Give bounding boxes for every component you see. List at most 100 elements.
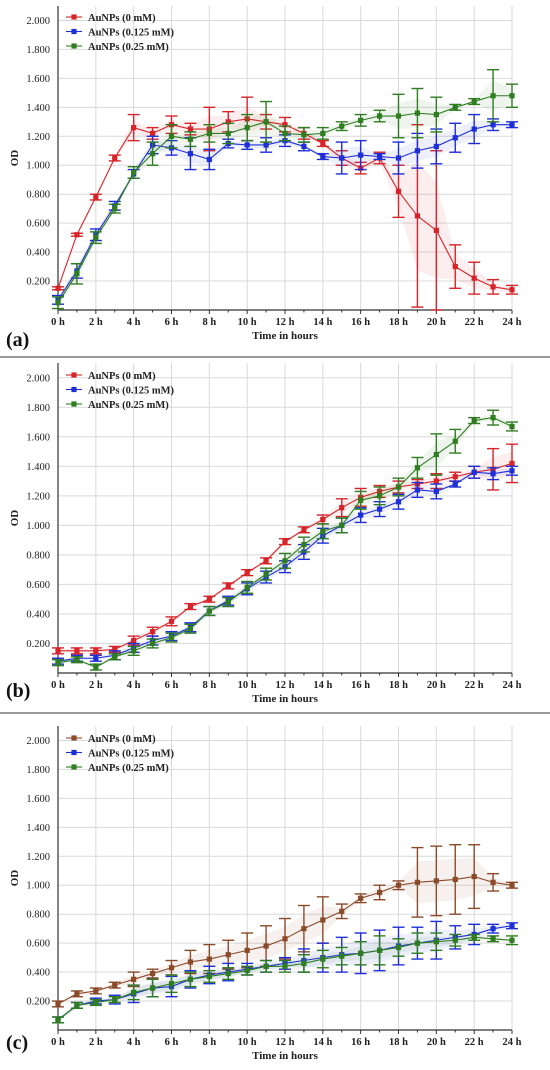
data-point — [376, 153, 383, 160]
data-point — [149, 640, 156, 647]
x-tick-label: 8 h — [202, 317, 216, 328]
x-tick-label: 4 h — [127, 1037, 141, 1048]
data-point — [225, 599, 231, 605]
data-point — [452, 876, 458, 883]
y-tick-label: 1.000 — [26, 161, 50, 172]
x-axis-title: Time in hours — [252, 693, 319, 705]
x-tick-label: 2 h — [89, 1037, 103, 1048]
data-point — [74, 1002, 80, 1008]
data-point — [452, 263, 458, 270]
data-point — [263, 943, 269, 949]
y-tick-label: 1.400 — [26, 462, 50, 473]
data-point — [433, 143, 439, 150]
data-point — [395, 155, 402, 161]
data-point — [263, 142, 269, 148]
data-point — [263, 571, 269, 577]
data-point — [490, 122, 496, 128]
data-point — [433, 451, 439, 458]
data-point — [112, 997, 118, 1003]
data-point — [414, 465, 421, 471]
data-point — [452, 937, 458, 943]
data-point — [395, 499, 402, 505]
data-point — [376, 506, 383, 512]
data-point — [206, 608, 212, 614]
x-tick-label: 22 h — [465, 1037, 484, 1048]
data-point — [282, 963, 288, 969]
data-point — [301, 132, 307, 138]
data-point — [206, 130, 212, 136]
x-tick-label: 20 h — [427, 317, 446, 328]
x-tick-label: 24 h — [503, 1037, 522, 1048]
data-point — [168, 965, 175, 971]
series-green — [52, 932, 518, 1024]
data-point — [320, 917, 326, 923]
x-tick-label: 16 h — [351, 1037, 370, 1048]
x-tick-label: 22 h — [465, 680, 484, 691]
data-point — [471, 873, 477, 880]
data-point — [395, 188, 402, 194]
x-tick-label: 2 h — [89, 680, 103, 691]
data-point — [395, 882, 402, 888]
data-point — [168, 133, 175, 139]
data-point — [339, 908, 345, 914]
data-point — [131, 637, 137, 644]
data-point — [509, 923, 515, 929]
data-point — [131, 976, 137, 982]
data-point — [376, 947, 383, 953]
data-point — [112, 982, 118, 988]
legend-marker — [71, 14, 77, 20]
data-point — [452, 474, 458, 480]
data-point — [414, 213, 421, 219]
x-tick-label: 16 h — [351, 680, 370, 691]
x-tick-label: 22 h — [465, 317, 484, 328]
data-point — [93, 235, 99, 241]
y-tick-label: 1.600 — [26, 794, 50, 805]
data-point — [395, 113, 402, 119]
y-tick-label: 1.200 — [26, 132, 50, 143]
x-tick-label: 6 h — [165, 680, 179, 691]
data-point — [149, 970, 156, 977]
y-tick-label: 1.600 — [26, 74, 50, 85]
panel-label: (b) — [6, 680, 30, 702]
data-point — [414, 879, 421, 885]
data-point — [149, 629, 156, 635]
data-point — [490, 936, 496, 942]
legend-entry: AuNPs (0.25 mM) — [88, 763, 169, 774]
data-point — [93, 988, 99, 994]
legend-marker — [71, 764, 77, 770]
data-point — [112, 646, 118, 652]
data-point — [206, 596, 212, 602]
x-tick-label: 10 h — [238, 680, 257, 691]
legend-marker — [71, 735, 77, 741]
x-tick-label: 0 h — [51, 1037, 65, 1048]
data-point — [282, 936, 288, 942]
y-tick-label: 1.600 — [26, 432, 50, 443]
data-point — [74, 232, 80, 238]
y-tick-label: 1.800 — [26, 403, 50, 414]
data-point — [490, 926, 496, 932]
y-tick-label: 1.000 — [26, 881, 50, 892]
data-point — [395, 944, 402, 951]
data-point — [131, 125, 137, 131]
data-point — [414, 148, 421, 154]
x-tick-label: 20 h — [427, 680, 446, 691]
data-point — [376, 113, 383, 119]
data-point — [149, 985, 156, 991]
data-point — [433, 227, 439, 233]
data-point — [414, 110, 421, 116]
data-point — [225, 970, 231, 977]
data-point — [358, 950, 364, 956]
data-point — [301, 541, 307, 548]
data-point — [301, 527, 307, 533]
data-point — [244, 584, 250, 590]
y-axis-title: OD — [9, 150, 21, 167]
y-tick-label: 0.800 — [26, 910, 50, 921]
data-point — [471, 275, 477, 281]
y-tick-label: 0.400 — [26, 248, 50, 259]
data-point — [471, 98, 477, 105]
data-point — [112, 206, 118, 212]
data-point — [339, 522, 345, 528]
data-point — [509, 460, 515, 466]
data-point — [509, 468, 515, 474]
